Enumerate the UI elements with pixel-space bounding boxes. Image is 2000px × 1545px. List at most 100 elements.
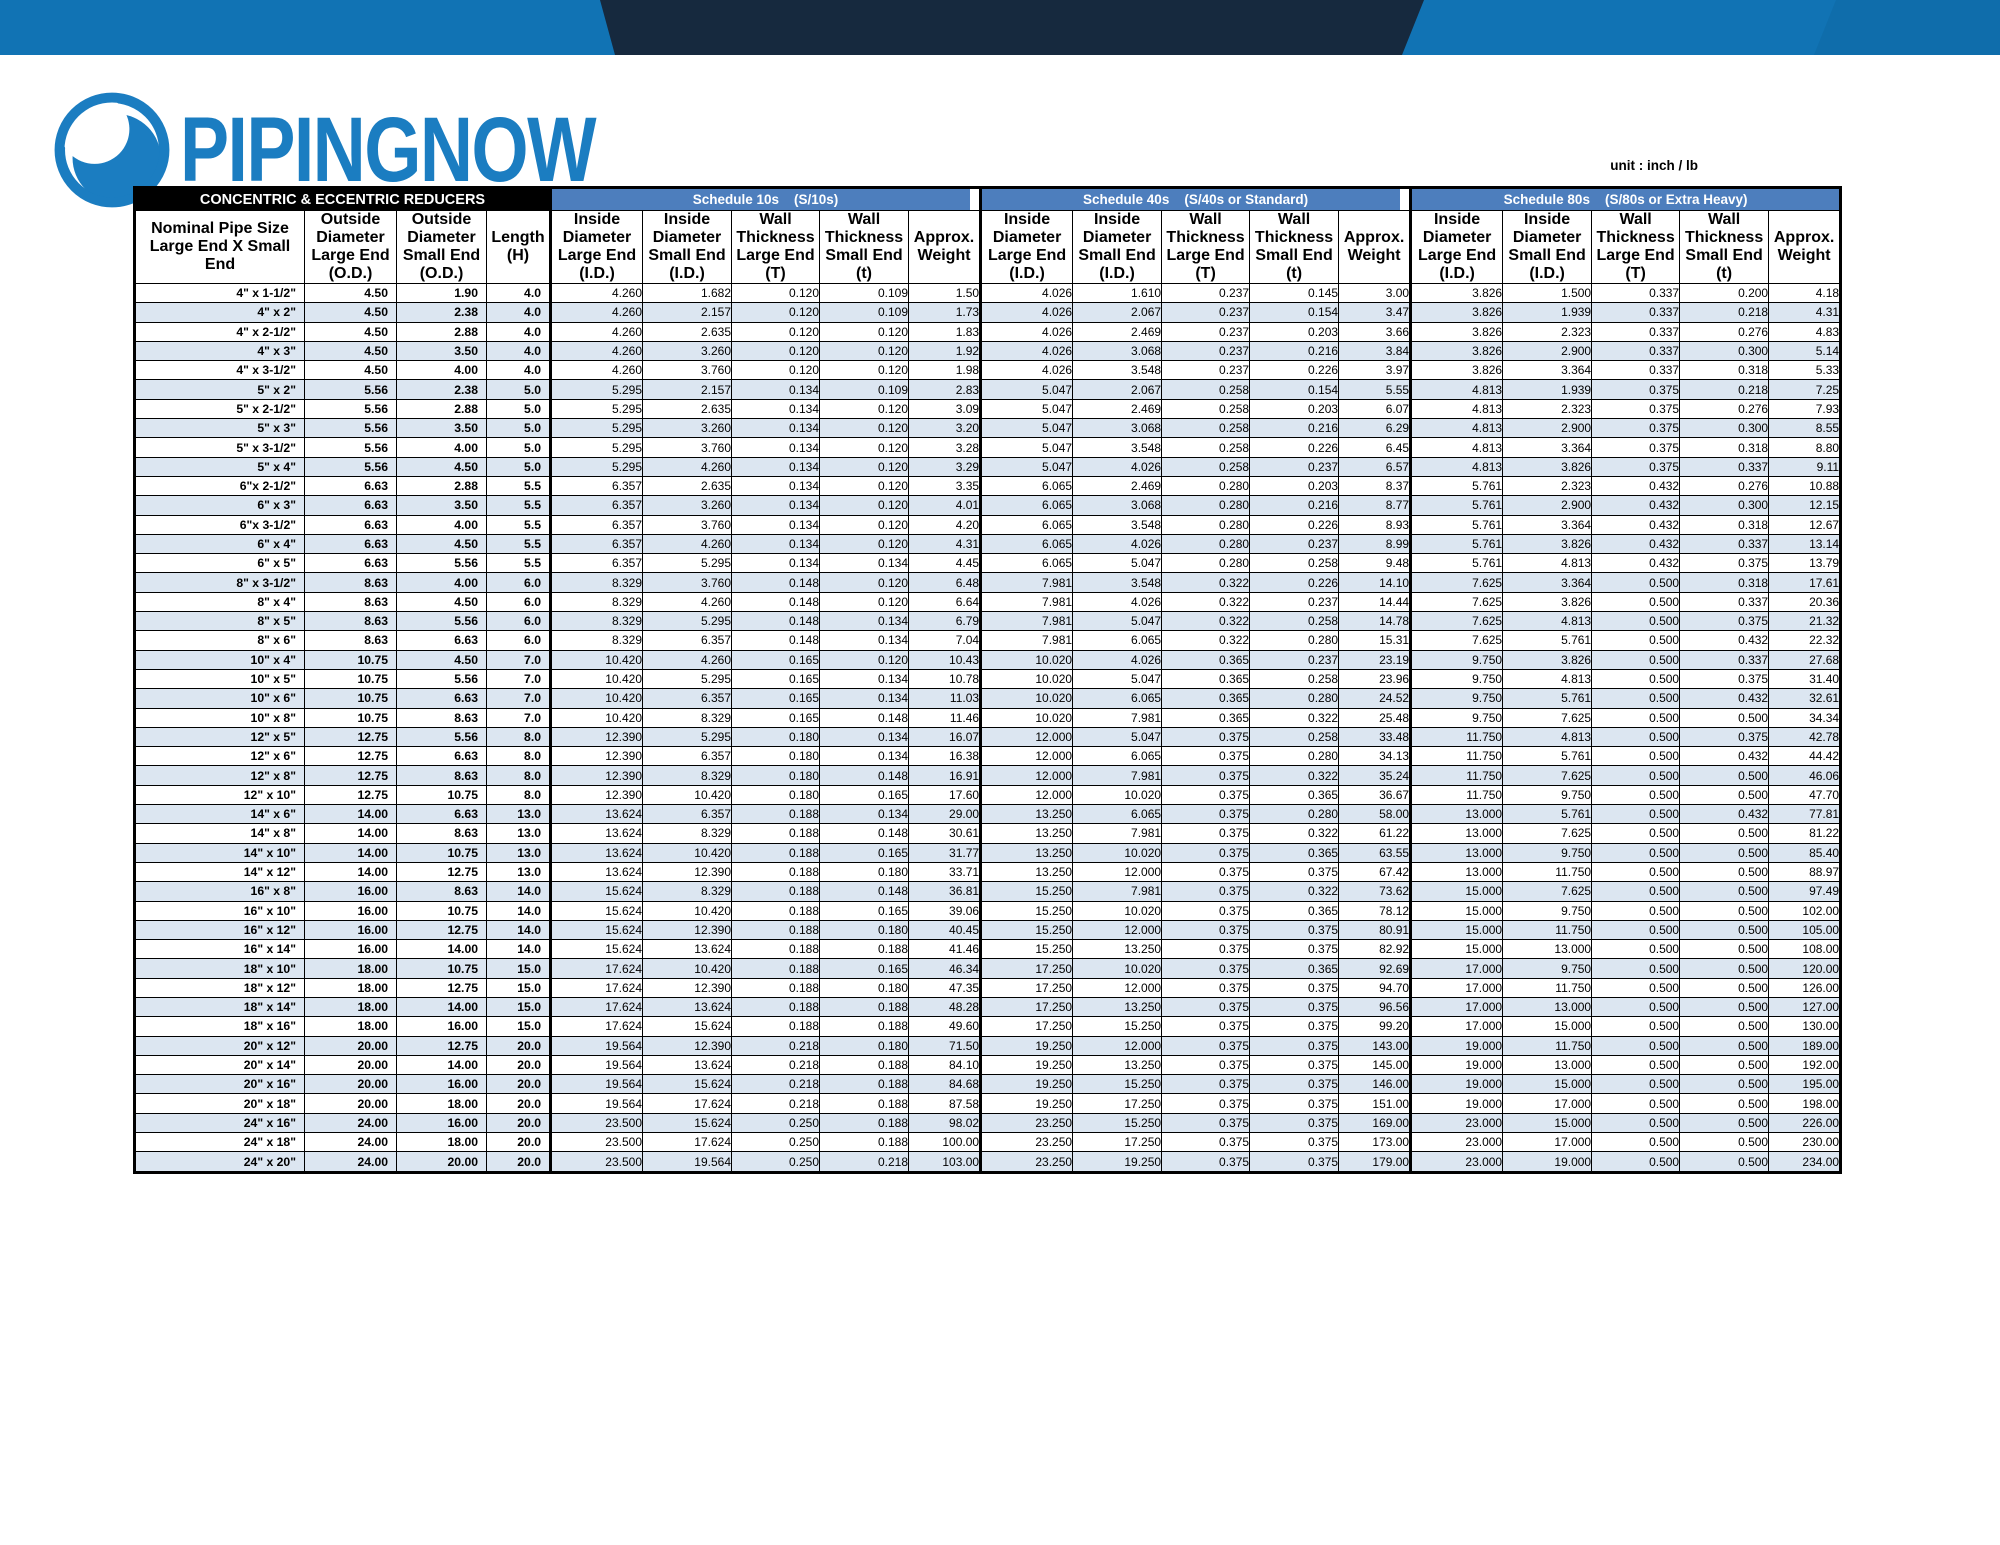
cell-s80-wall-small: 0.500 [1679,842,1770,863]
cell-s80-wall-small: 0.432 [1679,804,1770,825]
cell-s80-weight: 105.00 [1768,919,1842,941]
cell-s40-wall-small: 0.216 [1249,495,1340,516]
cell-od-small-end: 6.63 [396,804,487,825]
cell-s80-weight: 27.68 [1768,649,1842,670]
cell-s10-wall-small: 0.188 [819,939,909,960]
cell-s10-weight: 98.02 [907,1112,982,1134]
cell-s10-wall-large: 0.218 [731,1035,820,1056]
cell-s80-id-large: 9.750 [1409,707,1504,728]
table-row: 16" x 10" 16.00 10.75 14.0 15.624 10.420 0.188… [134,900,1842,921]
cell-s40-wall-large: 0.375 [1161,1016,1251,1037]
cell-s40-weight: 8.77 [1338,495,1412,516]
cell-length: 20.0 [486,1151,551,1173]
cell-s40-weight: 78.12 [1338,900,1412,921]
table-row: 6"x 2-1/2" 6.63 2.88 5.5 6.357 2.635 0.134 0.12… [134,475,1842,497]
cell-s40-id-large: 7.981 [979,591,1074,613]
cell-s40-wall-large: 0.375 [1161,1132,1251,1153]
cell-s10-wall-large: 0.134 [731,475,820,497]
cell-s10-weight: 40.45 [907,919,982,941]
cell-s80-id-large: 7.625 [1409,630,1504,651]
cell-od-small-end: 8.63 [396,881,487,902]
table-row: 16" x 12" 16.00 12.75 14.0 15.624 12.390 0.188… [134,919,1842,941]
cell-od-small-end: 4.50 [396,533,487,555]
top-banner [0,0,2000,55]
cell-s80-wall-small: 0.500 [1679,881,1770,902]
cell-s40-id-small: 6.065 [1072,630,1163,651]
cell-s10-id-small: 15.624 [642,1074,732,1095]
cell-s80-id-large: 23.000 [1409,1151,1504,1173]
cell-s80-weight: 44.42 [1768,746,1842,767]
cell-s80-wall-small: 0.500 [1679,765,1770,786]
cell-s40-wall-large: 0.375 [1161,842,1251,863]
table-row: 10" x 6" 10.75 6.63 7.0 10.420 6.357 0.165 0.13… [134,688,1842,709]
cell-s80-id-large: 3.826 [1409,340,1504,362]
cell-s40-wall-large: 0.375 [1161,1112,1251,1134]
cell-nominal-size: 12" x 10" [134,784,305,806]
cell-od-small-end: 12.75 [396,919,487,941]
cell-s40-id-small: 5.047 [1072,611,1163,632]
cell-od-large-end: 20.00 [304,1035,397,1056]
cell-s40-wall-small: 0.237 [1249,591,1340,613]
table-row: 20" x 14" 20.00 14.00 20.0 19.564 13.624 0.218… [134,1054,1842,1076]
cell-s10-id-large: 19.564 [549,1035,643,1056]
cell-s10-wall-small: 0.120 [819,360,909,381]
cell-s10-id-small: 3.260 [642,495,732,516]
cell-s80-wall-large: 0.500 [1591,1112,1681,1134]
cell-s40-id-large: 19.250 [979,1035,1074,1056]
cell-length: 20.0 [486,1112,551,1134]
cell-s40-wall-small: 0.375 [1249,1074,1340,1095]
cell-s80-wall-small: 0.300 [1679,418,1770,439]
cell-od-large-end: 6.63 [304,533,397,555]
table-row: 5" x 2-1/2" 5.56 2.88 5.0 5.295 2.635 0.134 0.1… [134,398,1842,420]
cell-s10-id-small: 12.390 [642,919,732,941]
cell-s80-wall-small: 0.375 [1679,553,1770,574]
cell-nominal-size: 6" x 3" [134,495,305,516]
cell-s40-wall-small: 0.258 [1249,726,1340,748]
cell-s40-id-large: 19.250 [979,1074,1074,1095]
col-header-s40-wall-small: Wall Thickness Small End (t) [1249,210,1340,284]
cell-s80-id-large: 19.000 [1409,1035,1504,1056]
cell-s80-id-large: 15.000 [1409,939,1504,960]
cell-od-large-end: 14.00 [304,842,397,863]
cell-s80-id-small: 5.761 [1502,746,1593,767]
cell-od-large-end: 4.50 [304,360,397,381]
cell-s40-wall-large: 0.375 [1161,726,1251,748]
cell-nominal-size: 20" x 16" [134,1074,305,1095]
col-header-s10-wall-small: Wall Thickness Small End (t) [819,210,909,284]
cell-s40-wall-large: 0.258 [1161,398,1251,420]
cell-s80-wall-large: 0.500 [1591,1016,1681,1037]
cell-s40-id-large: 10.020 [979,668,1074,690]
cell-s80-wall-small: 0.300 [1679,495,1770,516]
cell-s40-id-small: 10.020 [1072,900,1163,921]
cell-s40-weight: 34.13 [1338,746,1412,767]
cell-s40-id-small: 12.000 [1072,977,1163,998]
unit-label: unit : inch / lb [1610,158,1698,173]
cell-od-small-end: 12.75 [396,1035,487,1056]
cell-s10-wall-large: 0.188 [731,939,820,960]
cell-s40-wall-small: 0.375 [1249,996,1340,1018]
cell-nominal-size: 5" x 2-1/2" [134,398,305,420]
cell-length: 8.0 [486,765,551,786]
cell-od-small-end: 4.00 [396,514,487,535]
cell-s10-id-large: 6.357 [549,495,643,516]
table-row: 5" x 3" 5.56 3.50 5.0 5.295 3.260 0.134 0.120 3.… [134,418,1842,439]
cell-s10-id-large: 8.329 [549,572,643,593]
cell-s10-id-small: 8.329 [642,765,732,786]
cell-s10-wall-small: 0.134 [819,688,909,709]
cell-length: 7.0 [486,707,551,728]
cell-s80-id-large: 17.000 [1409,996,1504,1018]
cell-s40-wall-large: 0.375 [1161,784,1251,806]
cell-s10-id-large: 19.564 [549,1054,643,1076]
cell-nominal-size: 16" x 14" [134,939,305,960]
cell-s10-wall-large: 0.188 [731,996,820,1018]
cell-s40-wall-large: 0.280 [1161,495,1251,516]
cell-s40-id-large: 15.250 [979,900,1074,921]
cell-length: 7.0 [486,649,551,670]
cell-od-large-end: 24.00 [304,1132,397,1153]
cell-length: 5.5 [486,553,551,574]
cell-length: 20.0 [486,1132,551,1153]
cell-s10-wall-large: 0.120 [731,302,820,323]
cell-s10-weight: 100.00 [907,1132,982,1153]
cell-s10-wall-large: 0.180 [731,784,820,806]
table-row: 14" x 10" 14.00 10.75 13.0 13.624 10.420 0.188… [134,842,1842,863]
